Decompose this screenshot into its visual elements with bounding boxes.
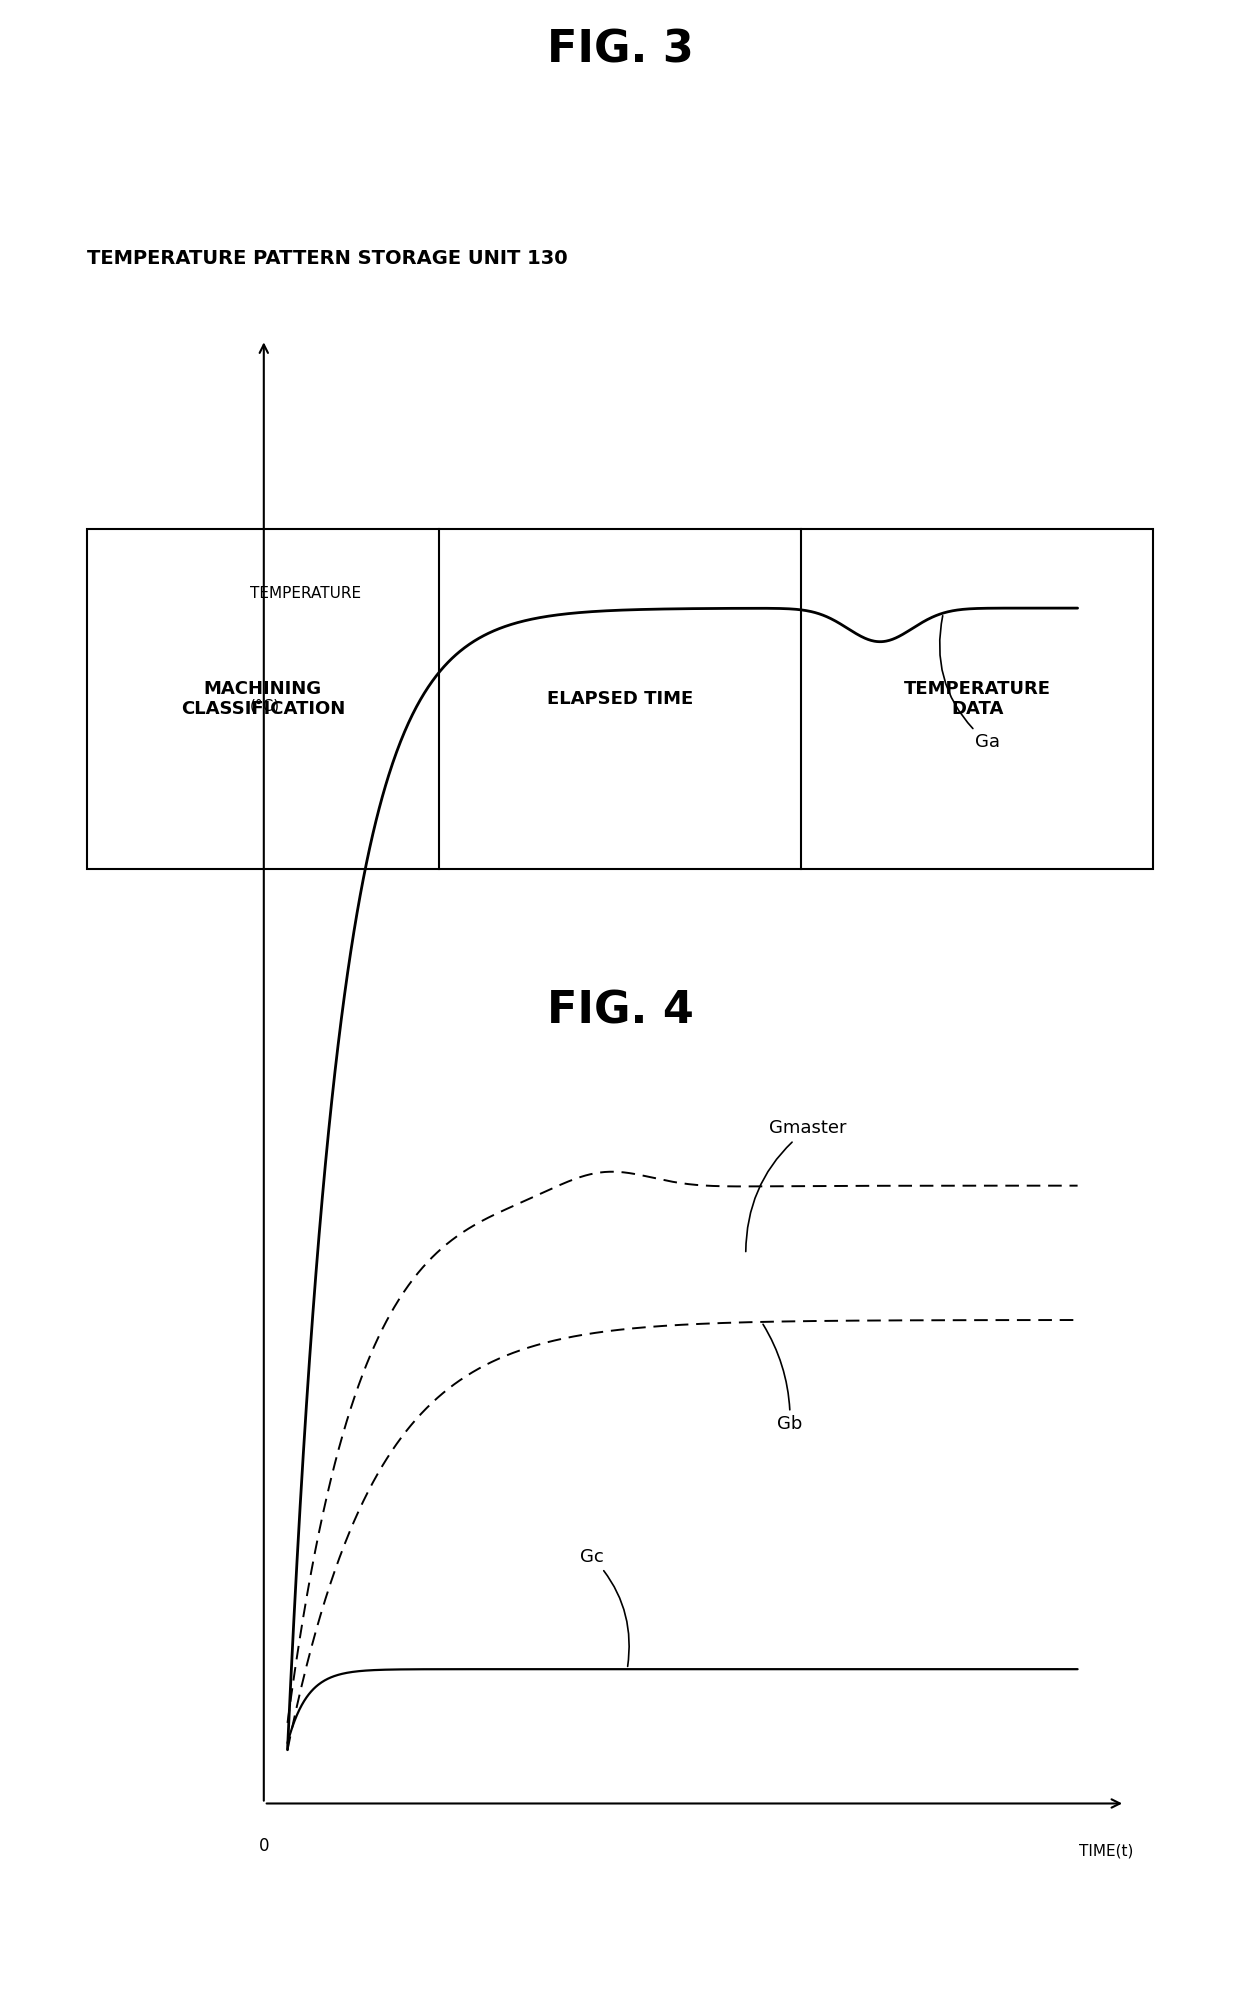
Text: ELAPSED TIME: ELAPSED TIME	[547, 689, 693, 709]
Text: FIG. 3: FIG. 3	[547, 28, 693, 72]
Text: Gc: Gc	[580, 1548, 629, 1665]
Text: TEMPERATURE PATTERN STORAGE UNIT 130: TEMPERATURE PATTERN STORAGE UNIT 130	[87, 250, 568, 268]
Text: Gb: Gb	[763, 1324, 802, 1434]
Text: MACHINING
CLASSIFICATION: MACHINING CLASSIFICATION	[181, 679, 345, 719]
Text: TEMPERATURE: TEMPERATURE	[249, 585, 361, 601]
Text: Ga: Ga	[940, 615, 999, 751]
Text: (°C): (°C)	[249, 699, 280, 713]
Text: Gmaster: Gmaster	[745, 1120, 847, 1252]
Text: TEMPERATURE
DATA: TEMPERATURE DATA	[904, 679, 1050, 719]
Text: 0: 0	[259, 1837, 269, 1855]
Text: TIME(t): TIME(t)	[1079, 1843, 1133, 1859]
Text: FIG. 4: FIG. 4	[547, 991, 693, 1032]
